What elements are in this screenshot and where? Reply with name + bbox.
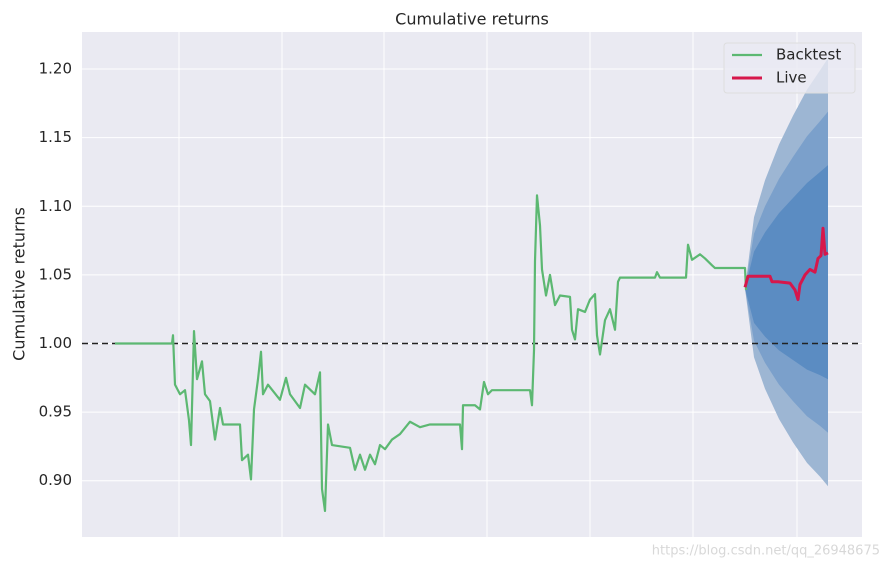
series-line — [743, 226, 829, 302]
plot-area — [82, 32, 862, 537]
y-axis-label: Cumulative returns — [10, 207, 29, 361]
y-tick-label: 1.05 — [39, 265, 72, 283]
y-tick-label: 1.20 — [39, 60, 72, 78]
series-line — [115, 194, 748, 513]
legend: Backtest Live — [723, 42, 856, 94]
legend-label: Live — [776, 69, 807, 87]
marks — [82, 58, 862, 513]
y-tick-label: 1.10 — [39, 197, 72, 215]
y-tick-label: 0.90 — [39, 471, 72, 489]
cone-band — [745, 165, 828, 380]
legend-label: Backtest — [776, 46, 841, 64]
y-tick-label: 1.15 — [39, 128, 72, 146]
y-tick-label: 0.95 — [39, 403, 72, 421]
watermark: https://blog.csdn.net/qq_26948675 — [652, 544, 880, 559]
chart-title: Cumulative returns — [395, 10, 549, 29]
y-tick-label: 1.00 — [39, 334, 72, 352]
